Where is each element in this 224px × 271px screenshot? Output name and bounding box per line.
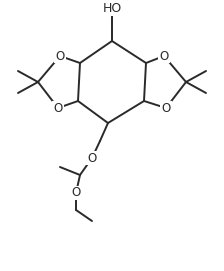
Text: O: O [55, 50, 65, 63]
Text: O: O [71, 186, 81, 199]
Text: O: O [87, 151, 97, 164]
Text: O: O [161, 102, 171, 115]
Text: O: O [159, 50, 169, 63]
Text: HO: HO [101, 2, 123, 15]
Text: HO: HO [102, 2, 122, 15]
Text: O: O [159, 50, 169, 63]
Text: O: O [87, 151, 97, 164]
Text: O: O [53, 102, 63, 115]
Text: O: O [53, 102, 63, 115]
Text: O: O [161, 102, 171, 115]
Text: O: O [71, 186, 81, 199]
Text: O: O [55, 50, 65, 63]
